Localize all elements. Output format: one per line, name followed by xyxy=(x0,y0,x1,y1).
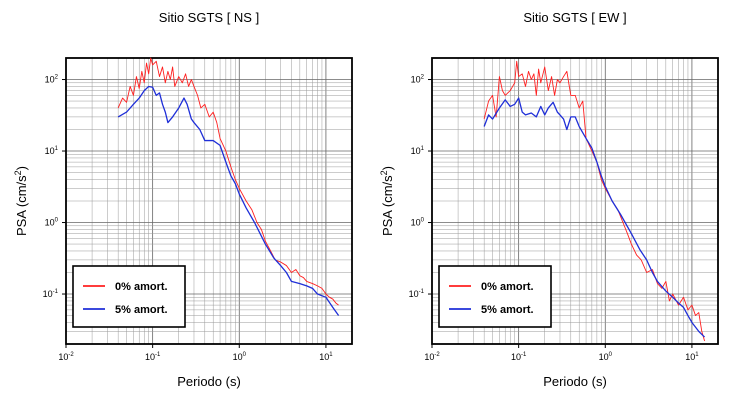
x-tick-label: 10-1 xyxy=(145,352,161,362)
y-axis-label: PSA (cm/s2) xyxy=(379,166,395,236)
legend-box xyxy=(438,265,552,328)
legend-label: 5% amort. xyxy=(481,304,534,316)
legend: 0% amort. 5% amort. xyxy=(72,265,186,328)
legend: 0% amort. 5% amort. xyxy=(438,265,552,328)
y-axis-label: PSA (cm/s2) xyxy=(13,166,29,236)
y-tick-label: 101 xyxy=(45,146,59,156)
legend-label: 5% amort. xyxy=(115,304,168,316)
x-tick-label: 10-1 xyxy=(511,352,527,362)
legend-label: 0% amort. xyxy=(115,281,168,293)
legend-box xyxy=(72,265,186,328)
x-axis-label: Periodo (s) xyxy=(543,374,607,389)
x-axis-label: Periodo (s) xyxy=(177,374,241,389)
x-tick-label: 10-2 xyxy=(58,352,74,362)
y-tick-label: 10-1 xyxy=(409,289,425,299)
y-tick-label: 10-1 xyxy=(43,289,59,299)
x-tick-label: 101 xyxy=(319,352,333,362)
y-tick-label: 100 xyxy=(45,218,59,228)
chart-title-ns: Sitio SGTS [ NS ] xyxy=(159,10,259,25)
series-line-undamped xyxy=(483,60,706,342)
series-line-damped xyxy=(483,97,706,338)
series-line-damped xyxy=(117,85,340,316)
chart-title-ew: Sitio SGTS [ EW ] xyxy=(523,10,626,25)
chart-panel-ns: 10-2 10-1 100 101 10-1 100 101 102 Sitio SGTS [ … xyxy=(13,10,353,389)
plot-frame xyxy=(65,57,353,345)
legend-label: 0% amort. xyxy=(481,281,534,293)
chart-panel-ew: 10-2 10-1 100 101 10-1 100 101 102 Sitio SGTS [ … xyxy=(379,10,719,389)
y-tick-label: 102 xyxy=(45,75,59,85)
x-tick-label: 10-2 xyxy=(424,352,440,362)
plot-frame xyxy=(431,57,719,345)
x-tick-label: 100 xyxy=(233,352,247,362)
gridlines xyxy=(431,57,719,345)
gridlines xyxy=(65,57,353,345)
x-tick-label: 100 xyxy=(599,352,613,362)
y-tick-label: 101 xyxy=(411,146,425,156)
x-tick-label: 101 xyxy=(685,352,699,362)
series-line-undamped xyxy=(117,57,339,306)
y-tick-label: 102 xyxy=(411,75,425,85)
y-tick-label: 100 xyxy=(411,218,425,228)
